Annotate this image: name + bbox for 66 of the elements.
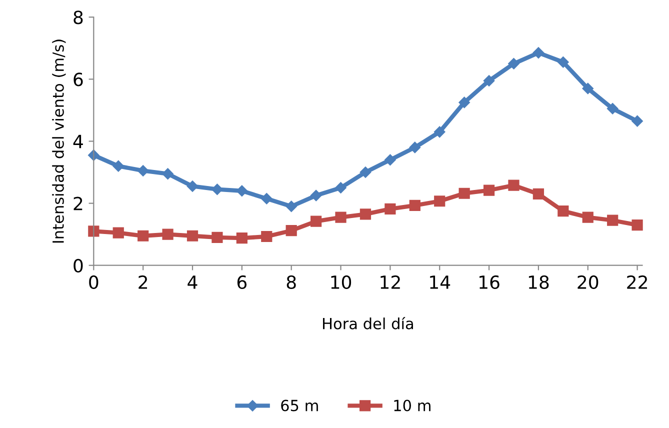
point <box>212 232 223 243</box>
point <box>335 182 346 194</box>
point <box>607 214 618 226</box>
point <box>483 184 495 196</box>
point <box>360 208 372 220</box>
point <box>532 47 544 58</box>
point <box>582 212 594 223</box>
point <box>632 115 643 127</box>
point <box>409 200 420 212</box>
x-tick-label: 6 <box>237 275 247 290</box>
point <box>137 165 149 176</box>
point <box>558 56 569 68</box>
x-tick-label: 12 <box>380 275 400 289</box>
point <box>632 219 643 231</box>
point <box>508 58 520 70</box>
point <box>186 230 198 242</box>
point <box>186 180 198 192</box>
y-tick-label: 8 <box>74 10 83 24</box>
point <box>458 96 470 108</box>
point <box>236 232 248 244</box>
point <box>112 160 124 172</box>
y-tick-label: 2 <box>74 196 82 210</box>
point <box>88 226 100 237</box>
point <box>360 166 372 178</box>
x-tick-label: 10 <box>331 275 352 290</box>
point <box>286 200 297 212</box>
point <box>162 228 174 240</box>
point <box>384 203 396 214</box>
point <box>508 180 520 191</box>
point <box>606 103 618 114</box>
point <box>112 227 124 238</box>
x-tick-label: 14 <box>430 276 450 289</box>
point <box>434 196 446 207</box>
legend-label: 10 m <box>394 400 430 412</box>
point <box>162 168 174 180</box>
y-axis-title: Intensidad del viento (m/s) <box>52 40 66 243</box>
point <box>558 206 569 217</box>
point <box>483 75 495 86</box>
point <box>532 188 544 200</box>
point <box>434 126 446 138</box>
x-tick-label: 0 <box>89 275 98 290</box>
x-tick-label: 16 <box>480 275 500 290</box>
x-tick-label: 20 <box>578 275 598 290</box>
point <box>310 190 322 202</box>
x-tick-label: 4 <box>188 276 198 289</box>
point <box>261 230 272 242</box>
point <box>138 230 149 242</box>
x-axis-title: Hora del día <box>323 316 413 330</box>
point <box>458 188 470 199</box>
point <box>261 193 272 204</box>
point <box>582 82 594 94</box>
y-tick-label: 4 <box>73 134 83 148</box>
y-tick-label: 0 <box>74 258 83 272</box>
point <box>335 212 346 223</box>
point <box>212 184 223 195</box>
x-tick-label: 22 <box>627 275 647 289</box>
point <box>286 225 297 236</box>
point <box>310 216 322 227</box>
point <box>409 142 421 154</box>
point <box>384 154 396 166</box>
x-tick-label: 18 <box>528 275 549 290</box>
x-tick-label: 2 <box>138 275 148 289</box>
point <box>236 185 248 196</box>
y-tick-label: 6 <box>74 72 83 86</box>
legend-label: 65 m <box>281 400 318 412</box>
x-tick-label: 8 <box>286 275 296 290</box>
